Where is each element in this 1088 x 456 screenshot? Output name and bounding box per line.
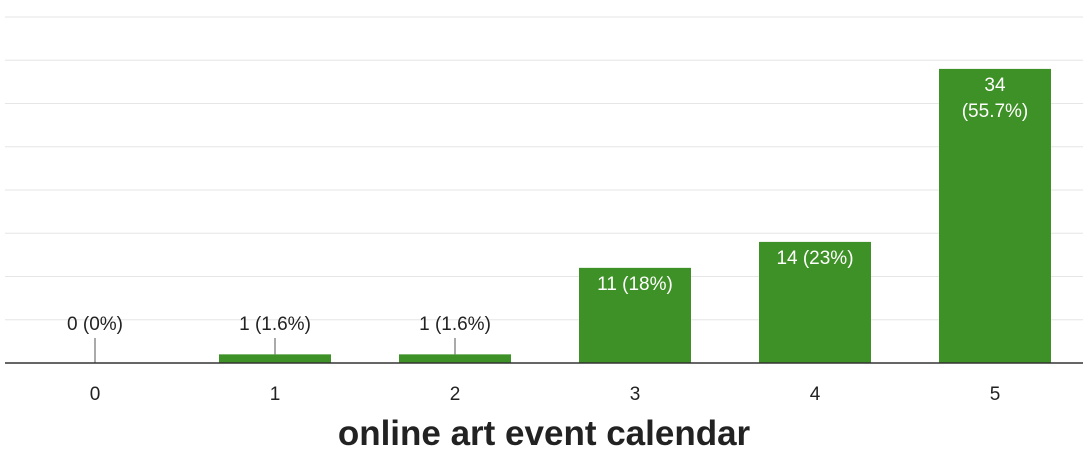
bar-5 [939,68,1051,364]
bar-1 [219,354,331,363]
data-label-0: 0 (0%) [67,314,123,335]
data-label-2: 1 (1.6%) [419,314,491,335]
x-tick-label-4: 4 [810,384,821,405]
data-label-5-line2: (55.7%) [962,101,1029,122]
x-axis-title: online art event calendar [337,414,751,453]
data-label-3: 11 (18%) [597,274,673,295]
bar-2 [399,354,511,363]
data-label-4: 14 (23%) [776,248,853,269]
bar-chart: 0 (0%) 0 1 (1.6%) 1 1 (1.6%) 2 11 (18%) 3 14 (23… [5,16,1083,405]
x-tick-label-0: 0 [90,384,101,405]
x-tick-label-2: 2 [450,384,461,405]
bar-4 [759,241,871,363]
data-label-1: 1 (1.6%) [239,314,311,335]
data-label-5-line1: 34 [984,75,1006,96]
x-tick-label-5: 5 [990,384,1001,405]
bar-3 [579,267,691,363]
x-tick-label-1: 1 [270,384,281,405]
x-tick-label-3: 3 [630,384,641,405]
